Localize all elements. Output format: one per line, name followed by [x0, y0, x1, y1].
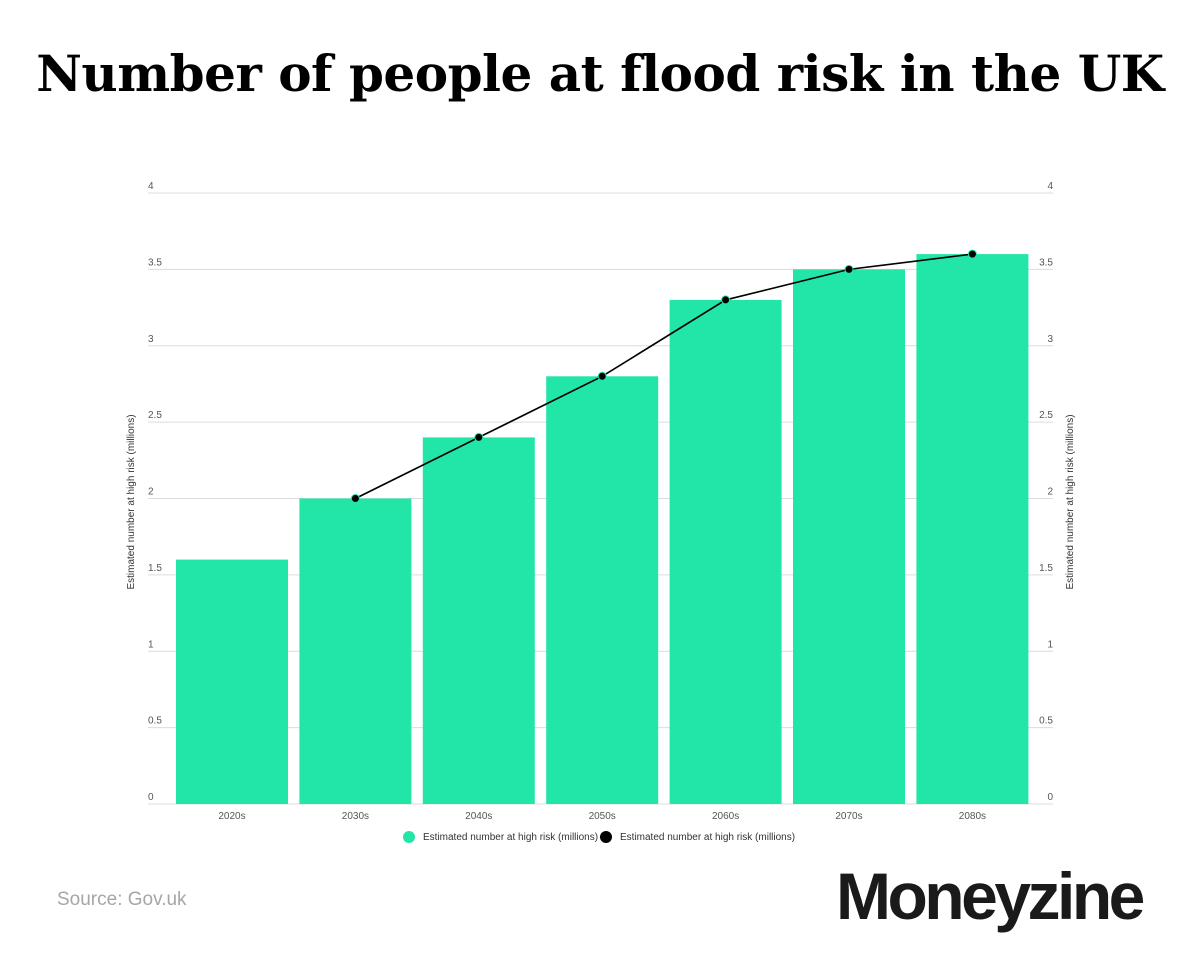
x-tick-label: 2030s: [342, 811, 369, 822]
y-tick-right-label: 1.5: [1039, 563, 1053, 574]
bar-2020s: [176, 559, 288, 804]
bar-2050s: [546, 376, 659, 804]
bar-series: [176, 254, 1029, 805]
y-tick-left-label: 0.5: [148, 716, 162, 727]
y-tick-left-label: 3: [148, 334, 154, 345]
x-tick-label: 2050s: [589, 811, 616, 822]
y-tick-left-label: 1: [148, 639, 154, 650]
y-tick-left-label: 1.5: [148, 563, 162, 574]
source-note: Source: Gov.uk: [57, 889, 187, 910]
x-tick-label: 2070s: [835, 811, 862, 822]
y-tick-right-label: 1: [1047, 639, 1053, 650]
line-point: [844, 264, 854, 274]
x-tick-label: 2020s: [218, 811, 245, 822]
legend-line-swatch: [600, 831, 612, 843]
y-axis-left-ticks: 0 0.5 1 1.5 2 2.5 3 3.5 4: [148, 181, 162, 803]
line-point: [597, 371, 607, 381]
bar-2070s: [793, 269, 905, 804]
legend-line-label: Estimated number at high risk (millions): [620, 832, 795, 843]
x-tick-label: 2080s: [959, 811, 986, 822]
y-tick-left-label: 2: [148, 487, 154, 498]
y-tick-left-label: 4: [148, 181, 154, 192]
brand-logo: Moneyzine: [836, 859, 1145, 933]
y-tick-left-label: 3.5: [148, 257, 162, 268]
x-tick-label: 2060s: [712, 811, 739, 822]
y-tick-right-label: 3.5: [1039, 257, 1053, 268]
y-tick-left-label: 2.5: [148, 410, 162, 421]
chart-title: Number of people at flood risk in the UK: [36, 44, 1164, 103]
x-axis-ticks: 2020s 2030s 2040s 2050s 2060s 2070s 2080s: [218, 811, 986, 822]
x-tick-label: 2040s: [465, 811, 492, 822]
y-tick-left-label: 0: [148, 792, 154, 803]
legend: Estimated number at high risk (millions)…: [403, 831, 795, 843]
line-point: [967, 249, 977, 259]
y-tick-right-label: 2.5: [1039, 410, 1053, 421]
line-point: [474, 432, 484, 442]
bar-2030s: [299, 498, 412, 804]
bar-2080s: [916, 254, 1029, 805]
bar-2060s: [669, 299, 782, 804]
bar-2040s: [422, 437, 535, 804]
y-tick-right-label: 0.5: [1039, 716, 1053, 727]
y-tick-right-label: 0: [1047, 792, 1053, 803]
y-tick-right-label: 3: [1047, 334, 1053, 345]
y-axis-right-ticks: 0 0.5 1 1.5 2 2.5 3 3.5 4: [1039, 181, 1053, 803]
y-tick-right-label: 2: [1047, 487, 1053, 498]
y-axis-right-title: Estimated number at high risk (millions): [1065, 414, 1076, 589]
line-point: [721, 295, 731, 305]
y-axis-left-title: Estimated number at high risk (millions): [126, 414, 137, 589]
legend-bar-label: Estimated number at high risk (millions): [423, 832, 598, 843]
y-tick-right-label: 4: [1047, 181, 1053, 192]
line-point: [350, 494, 360, 503]
legend-bar-swatch: [403, 831, 415, 843]
line-path: [355, 253, 973, 500]
line-series: [350, 249, 977, 503]
